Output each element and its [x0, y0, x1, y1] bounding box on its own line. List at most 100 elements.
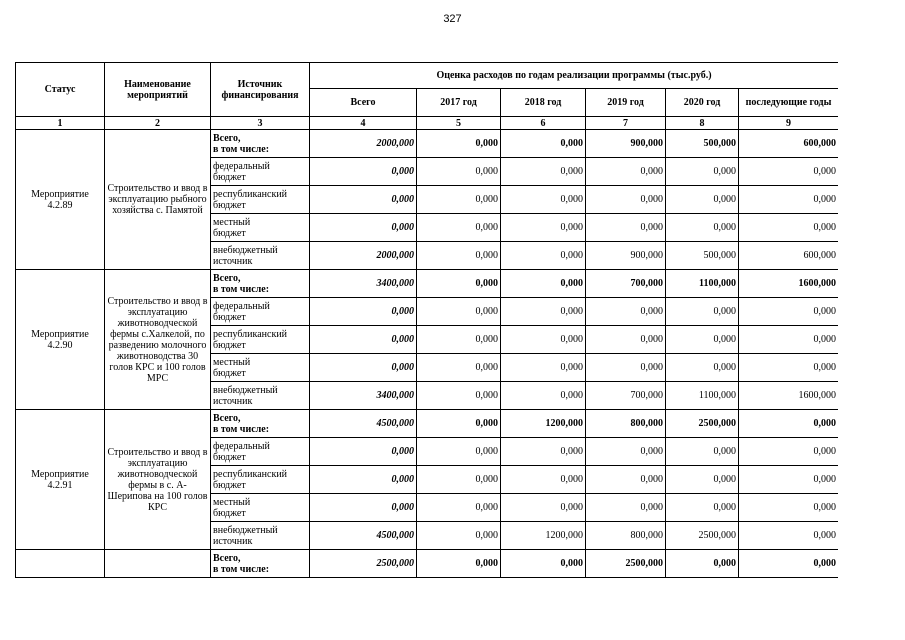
value-cell: 0,000	[665, 325, 739, 354]
event-name: Строительство и ввод в эксплуатацию живо…	[107, 295, 208, 384]
source-line: республиканский	[213, 468, 288, 480]
value-cell: 3400,000	[309, 381, 417, 410]
value-cell: 0,000	[500, 465, 586, 494]
value-cell: 4500,000	[309, 521, 417, 550]
name-cell: Строительство и ввод в эксплуатацию живо…	[104, 269, 211, 410]
name-cell: Строительство и ввод в эксплуатацию живо…	[104, 409, 211, 550]
value-cell: 0,000	[737, 157, 838, 186]
value-cell: 0,000	[665, 297, 739, 326]
value-cell: 2000,000	[309, 241, 417, 270]
value-cell: 2500,000	[309, 549, 417, 578]
source-cell: республиканский бюджет	[210, 465, 310, 494]
value-cell: 0,000	[665, 493, 739, 522]
source-line: бюджет	[213, 507, 246, 519]
header-cell: 2018 год	[500, 88, 586, 117]
source-cell: Всего, в том числе:	[210, 409, 310, 438]
value-cell: 0,000	[416, 549, 501, 578]
data-row: федеральный бюджет 0,000 0,000 0,000 0,000 0,0…	[16, 297, 838, 326]
header-cell: последующие годы	[737, 88, 838, 117]
source-cell: Всего, в том числе:	[210, 549, 310, 578]
header-row: Статус Наименование мероприятий Источник ф…	[15, 62, 838, 117]
data-row: федеральный бюджет 0,000 0,000 0,000 0,000 0,0…	[16, 157, 838, 186]
value-cell: 0,000	[416, 157, 501, 186]
value-cell: 0,000	[665, 157, 739, 186]
value-cell: 4500,000	[309, 409, 417, 438]
header-cell: Наименование мероприятий	[104, 62, 211, 117]
value-cell: 0,000	[416, 213, 501, 242]
value-cell: 0,000	[416, 437, 501, 466]
column-number: 6	[500, 116, 586, 130]
data-row: внебюджетный источник 2000,000 0,000 0,000 90…	[16, 241, 838, 270]
source-line: в том числе:	[213, 563, 270, 575]
value-cell: 0,000	[416, 493, 501, 522]
value-cell: 700,000	[585, 381, 666, 410]
value-cell: 800,000	[585, 521, 666, 550]
value-cell: 2000,000	[309, 129, 417, 158]
source-cell: Всего, в том числе:	[210, 129, 310, 158]
value-cell: 0,000	[665, 465, 739, 494]
value-cell: 0,000	[309, 325, 417, 354]
value-cell: 600,000	[737, 241, 838, 270]
value-cell: 0,000	[500, 353, 586, 382]
value-cell: 0,000	[665, 549, 739, 578]
value-cell: 0,000	[737, 353, 838, 382]
source-line: внебюджетный	[213, 244, 278, 256]
value-cell: 0,000	[665, 353, 739, 382]
value-cell: 0,000	[585, 297, 666, 326]
value-cell: 1600,000	[737, 381, 838, 410]
value-cell: 0,000	[416, 241, 501, 270]
source-line: республиканский	[213, 328, 288, 340]
column-number: 7	[585, 116, 666, 130]
value-cell: 0,000	[500, 213, 586, 242]
value-cell: 2500,000	[665, 521, 739, 550]
value-cell: 0,000	[737, 213, 838, 242]
value-cell: 0,000	[500, 437, 586, 466]
data-row: республиканский бюджет 0,000 0,000 0,000 0,00…	[16, 325, 838, 354]
source-line: Всего,	[213, 132, 241, 144]
table-wrap: Статус Наименование мероприятий Источник ф…	[15, 62, 838, 586]
value-cell: 1200,000	[500, 409, 586, 438]
value-cell: 900,000	[585, 129, 666, 158]
header-cell: 2017 год	[416, 88, 501, 117]
column-number: 3	[210, 116, 310, 130]
value-cell: 0,000	[309, 465, 417, 494]
source-line: местный	[213, 356, 251, 368]
source-cell: федеральный бюджет	[210, 437, 310, 466]
header-cell: 2020 год	[665, 88, 739, 117]
source-line: бюджет	[213, 171, 246, 183]
value-cell: 0,000	[500, 157, 586, 186]
value-cell: 500,000	[665, 241, 739, 270]
table: Статус Наименование мероприятий Источник ф…	[15, 62, 838, 578]
value-cell: 0,000	[416, 269, 501, 298]
value-cell: 0,000	[585, 185, 666, 214]
source-line: бюджет	[213, 227, 246, 239]
value-cell: 0,000	[737, 409, 838, 438]
value-cell: 1100,000	[665, 269, 739, 298]
value-cell: 2500,000	[585, 549, 666, 578]
column-number: 1	[15, 116, 105, 130]
source-line: в том числе:	[213, 283, 270, 295]
source-cell: Всего, в том числе:	[210, 269, 310, 298]
value-cell: 0,000	[737, 297, 838, 326]
source-line: источник	[213, 535, 253, 547]
name-cell	[104, 549, 211, 578]
value-cell: 0,000	[309, 213, 417, 242]
value-cell: 0,000	[585, 493, 666, 522]
source-line: источник	[213, 395, 253, 407]
source-line: бюджет	[213, 367, 246, 379]
value-cell: 0,000	[585, 353, 666, 382]
source-line: бюджет	[213, 311, 246, 323]
column-number: 5	[416, 116, 501, 130]
value-cell: 0,000	[416, 129, 501, 158]
source-line: республиканский	[213, 188, 288, 200]
column-number: 4	[309, 116, 417, 130]
data-row: местный бюджет 0,000 0,000 0,000 0,000 0,000 0,…	[16, 493, 838, 522]
value-cell: 0,000	[665, 213, 739, 242]
event-name: Строительство и ввод в эксплуатацию рыбн…	[107, 183, 208, 216]
source-line: источник	[213, 255, 253, 267]
name-cell: Строительство и ввод в эксплуатацию рыбн…	[104, 129, 211, 270]
value-cell: 3400,000	[309, 269, 417, 298]
column-number: 8	[665, 116, 739, 130]
data-row: Мероприятие 4.2.91 Строительство и ввод в…	[15, 409, 838, 550]
